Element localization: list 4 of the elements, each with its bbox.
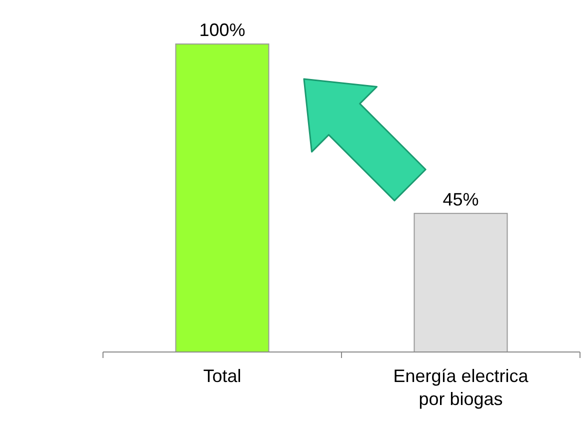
x-tick-label: Total xyxy=(203,366,242,386)
data-label: 100% xyxy=(199,20,246,40)
data-label: 45% xyxy=(442,189,479,210)
x-tick-label: Energía electrica por biogas xyxy=(393,366,530,409)
